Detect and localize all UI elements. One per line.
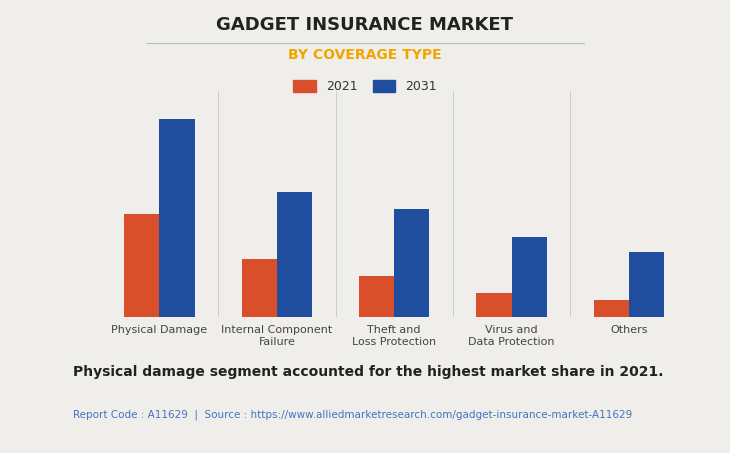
Bar	[277, 192, 312, 317]
Bar	[394, 209, 429, 317]
Bar	[629, 252, 664, 317]
Text: Physical damage segment accounted for the highest market share in 2021.: Physical damage segment accounted for th…	[73, 365, 664, 379]
Bar	[124, 213, 159, 317]
Text: BY COVERAGE TYPE: BY COVERAGE TYPE	[288, 48, 442, 62]
Text: Report Code : A11629  |  Source : https://www.alliedmarketresearch.com/gadget-in: Report Code : A11629 | Source : https://…	[73, 410, 632, 420]
Bar	[593, 300, 629, 317]
Legend: 2021, 2031: 2021, 2031	[290, 77, 440, 97]
Bar	[512, 237, 547, 317]
Bar	[359, 276, 394, 317]
Text: GADGET INSURANCE MARKET: GADGET INSURANCE MARKET	[217, 16, 513, 34]
Bar	[159, 119, 195, 317]
Bar	[477, 294, 512, 317]
Bar	[242, 259, 277, 317]
